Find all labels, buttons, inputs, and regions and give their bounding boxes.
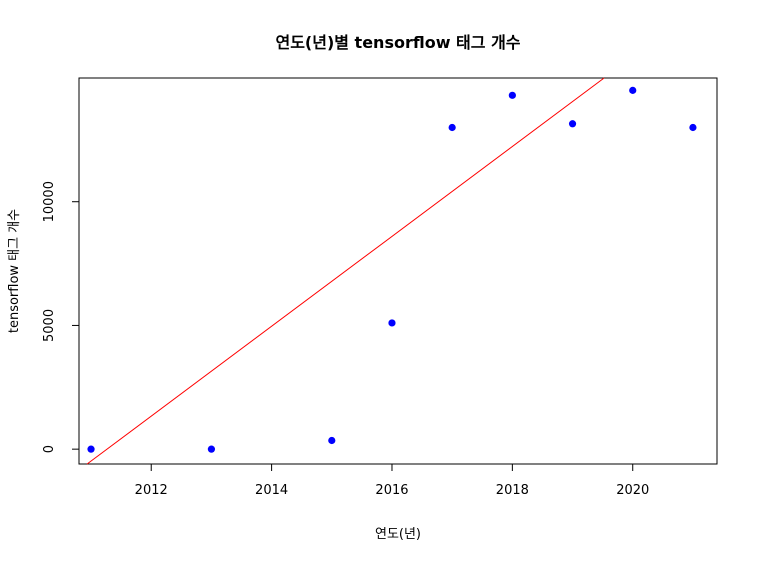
x-axis-label: 연도(년) bbox=[375, 527, 421, 542]
y-tick-label: 5000 bbox=[42, 309, 57, 342]
data-point bbox=[207, 445, 216, 453]
y-axis-label: tensorflow 태그 개수 bbox=[7, 209, 22, 333]
y-tick-label: 0 bbox=[42, 445, 57, 453]
x-tick-label: 2018 bbox=[496, 483, 529, 498]
data-point bbox=[448, 123, 456, 132]
data-point bbox=[87, 445, 95, 453]
x-tick-label: 2016 bbox=[375, 483, 408, 498]
data-point bbox=[629, 86, 637, 94]
y-axis: 0 5000 10000 bbox=[42, 181, 80, 453]
x-tick-label: 2020 bbox=[616, 483, 649, 498]
x-tick-label: 2014 bbox=[255, 483, 288, 498]
data-points bbox=[87, 86, 697, 453]
regression-line-group bbox=[86, 77, 605, 465]
data-point bbox=[328, 436, 336, 445]
x-axis: 2012 2014 2016 2018 2020 bbox=[135, 463, 649, 498]
regression-line bbox=[86, 77, 605, 465]
x-tick-label: 2012 bbox=[135, 483, 168, 498]
data-point bbox=[388, 319, 396, 327]
plot-frame bbox=[78, 77, 718, 465]
data-point bbox=[508, 91, 516, 99]
chart-title: 연도(년)별 tensorflow 태그 개수 bbox=[275, 33, 520, 52]
data-point bbox=[568, 120, 577, 128]
y-tick-label: 10000 bbox=[42, 181, 57, 222]
data-point bbox=[689, 123, 697, 132]
